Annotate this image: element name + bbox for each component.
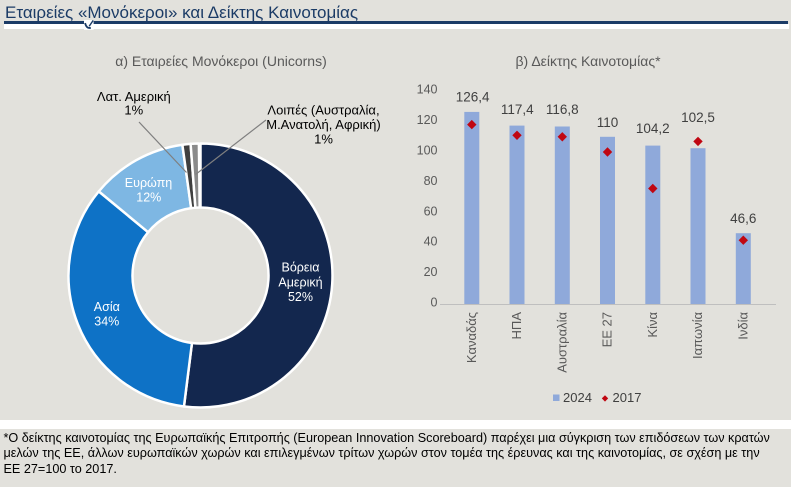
svg-text:46,6: 46,6 (730, 211, 756, 226)
svg-text:Λατ. Αμερική: Λατ. Αμερική (97, 89, 171, 104)
svg-text:1%: 1% (124, 103, 143, 118)
svg-text:120: 120 (417, 113, 438, 127)
svg-text:140: 140 (417, 83, 438, 97)
svg-text:1%: 1% (314, 132, 333, 147)
svg-text:Λοιπές (Αυστραλία,: Λοιπές (Αυστραλία, (267, 103, 379, 118)
svg-text:100: 100 (417, 144, 438, 158)
svg-text:2024: 2024 (563, 390, 592, 405)
svg-text:Καναδάς: Καναδάς (464, 312, 479, 363)
svg-text:102,5: 102,5 (681, 110, 715, 125)
svg-text:Βόρεια: Βόρεια (282, 261, 320, 275)
svg-text:117,4: 117,4 (501, 102, 534, 117)
svg-text:60: 60 (424, 204, 438, 218)
svg-text:40: 40 (424, 235, 438, 249)
svg-text:20: 20 (424, 265, 438, 279)
svg-text:80: 80 (424, 174, 438, 188)
svg-text:104,2: 104,2 (636, 121, 670, 136)
svg-text:2017: 2017 (613, 390, 642, 405)
svg-text:Ευρώπη: Ευρώπη (125, 176, 172, 190)
svg-text:34%: 34% (94, 315, 119, 329)
svg-text:Αυστραλία: Αυστραλία (554, 312, 569, 373)
svg-text:ΗΠΑ: ΗΠΑ (509, 312, 524, 340)
svg-text:Ασία: Ασία (94, 300, 120, 314)
svg-text:Ιαπωνία: Ιαπωνία (690, 312, 705, 359)
svg-text:Αμερική: Αμερική (278, 275, 322, 289)
svg-text:Ινδία: Ινδία (735, 312, 750, 340)
svg-text:12%: 12% (136, 190, 161, 204)
svg-text:116,8: 116,8 (546, 102, 579, 117)
svg-text:Μ.Ανατολή, Αφρική): Μ.Ανατολή, Αφρική) (266, 117, 381, 132)
svg-text:126,4: 126,4 (456, 90, 490, 105)
svg-text:52%: 52% (288, 290, 313, 304)
svg-text:Κίνα: Κίνα (645, 312, 660, 338)
svg-text:ΕΕ 27: ΕΕ 27 (600, 312, 615, 347)
svg-text:0: 0 (431, 296, 438, 310)
svg-text:110: 110 (597, 115, 619, 130)
